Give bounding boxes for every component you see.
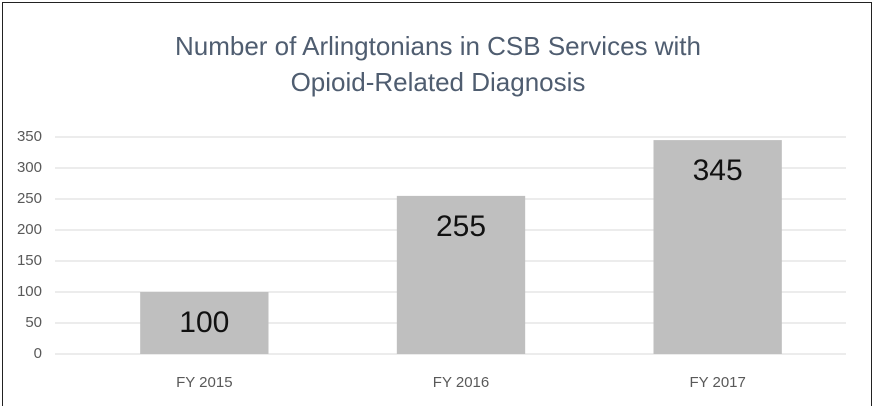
y-tick-label: 150 [17,252,42,269]
x-tick-label: FY 2015 [176,374,232,391]
y-tick-label: 350 [17,128,42,145]
chart-title: Number of Arlingtonians in CSB Services … [174,31,701,97]
bar [396,195,526,354]
value-label: 100 [179,306,229,339]
value-label: 345 [693,154,743,187]
y-tick-label: 100 [17,283,42,300]
y-tick-label: 200 [17,221,42,238]
y-tick-label: 250 [17,190,42,207]
x-tick-label: FY 2016 [433,374,489,391]
y-tick-label: 300 [17,159,42,176]
x-tick-label: FY 2017 [689,374,745,391]
value-label: 255 [436,210,486,243]
bar [140,292,269,354]
bar [653,140,782,354]
y-tick-label: 50 [25,314,42,331]
y-tick-label: 0 [34,345,42,362]
